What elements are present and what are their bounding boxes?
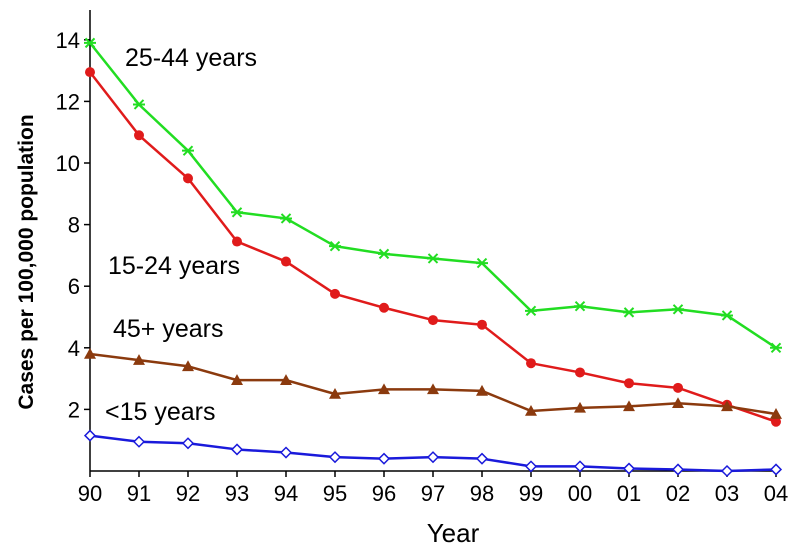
- data-point: [525, 404, 537, 416]
- data-point: [85, 67, 95, 78]
- data-point: [329, 240, 341, 252]
- y-axis-title: Cases per 100,000 population: [15, 114, 38, 409]
- data-point: [134, 130, 144, 141]
- data-point: [329, 388, 341, 399]
- x-tick-label: 91: [127, 481, 151, 506]
- data-point: [672, 304, 684, 315]
- data-point: [231, 374, 243, 385]
- data-point: [280, 374, 292, 385]
- series-label-under-15: <15 years: [105, 398, 216, 426]
- data-point: [83, 429, 97, 442]
- x-tick-label: 02: [666, 481, 690, 506]
- data-point: [427, 383, 439, 395]
- data-point: [671, 463, 685, 476]
- x-tick-label: 97: [421, 481, 445, 506]
- data-point: [377, 452, 391, 465]
- x-tick-label: 98: [470, 481, 494, 506]
- data-point: [624, 378, 634, 389]
- y-axis-ticks: 2 4 6 8 10 12 14: [56, 28, 90, 422]
- data-point: [426, 451, 440, 464]
- series-15-24-years: [85, 67, 781, 427]
- data-point: [182, 145, 194, 156]
- data-point: [232, 236, 242, 247]
- x-tick-label: 94: [274, 481, 298, 506]
- data-point: [378, 383, 390, 395]
- y-tick-label: 14: [56, 28, 80, 53]
- x-tick-label: 90: [78, 481, 102, 506]
- data-point: [524, 460, 538, 473]
- data-point: [720, 464, 734, 478]
- data-point: [230, 443, 244, 456]
- x-tick-label: 00: [568, 481, 592, 506]
- data-point: [280, 213, 292, 224]
- data-point: [525, 305, 537, 317]
- data-point: [133, 354, 145, 365]
- data-point: [183, 173, 193, 184]
- data-point: [573, 460, 587, 473]
- series-25-44-years: [84, 37, 782, 354]
- data-point: [428, 315, 438, 326]
- y-tick-label: 10: [56, 151, 80, 176]
- x-tick-label: 03: [715, 481, 739, 506]
- x-axis-ticks: 90 91 92 93 94 95 96 97 98 99 00 01 02 03 04: [78, 471, 788, 506]
- y-tick-label: 2: [68, 397, 80, 422]
- data-point: [231, 207, 243, 218]
- data-point: [721, 400, 733, 412]
- data-point: [526, 358, 536, 369]
- data-point: [672, 397, 684, 409]
- data-point: [623, 307, 635, 318]
- data-point: [328, 451, 342, 464]
- x-tick-label: 93: [225, 481, 249, 506]
- series-45-years: [84, 347, 782, 419]
- data-point: [379, 302, 389, 313]
- data-point: [770, 408, 782, 419]
- series-label-25-44: 25-44 years: [125, 44, 257, 72]
- y-tick-label: 12: [56, 89, 80, 114]
- plot-area: 2 4 6 8 10 12 14 90 91 92 93 94 95 96 97 98 99 00 01 02 03 0…: [56, 10, 788, 506]
- data-point: [133, 99, 145, 110]
- series-label-45-plus: 45+ years: [113, 315, 224, 343]
- data-point: [476, 257, 488, 269]
- data-point: [770, 342, 782, 354]
- data-point: [771, 416, 781, 427]
- data-point: [769, 463, 783, 476]
- data-point: [721, 310, 733, 321]
- data-point: [622, 462, 636, 475]
- x-tick-label: 01: [617, 481, 641, 506]
- data-point: [476, 384, 488, 396]
- series-label-15-24: 15-24 years: [108, 252, 240, 280]
- x-axis-title: Year: [427, 518, 480, 548]
- data-point: [575, 367, 585, 378]
- y-tick-label: 6: [68, 274, 80, 299]
- series-15-years: [83, 429, 783, 478]
- data-point: [281, 256, 291, 267]
- data-point: [574, 301, 586, 312]
- x-tick-label: 92: [176, 481, 200, 506]
- data-point: [673, 382, 683, 393]
- data-point: [84, 37, 96, 49]
- data-point: [330, 288, 340, 299]
- series-line: [89, 42, 777, 349]
- data-point: [279, 446, 293, 459]
- y-tick-label: 8: [68, 213, 80, 238]
- x-tick-label: 04: [764, 481, 788, 506]
- data-point: [378, 248, 390, 260]
- x-tick-label: 95: [323, 481, 347, 506]
- x-tick-label: 96: [372, 481, 396, 506]
- data-point: [84, 347, 96, 359]
- data-point: [477, 319, 487, 330]
- data-point: [623, 400, 635, 412]
- y-tick-label: 4: [68, 336, 80, 361]
- data-point: [182, 360, 194, 372]
- data-point: [574, 401, 586, 413]
- series-group: [83, 37, 783, 478]
- data-point: [475, 452, 489, 465]
- data-point: [132, 435, 146, 448]
- data-point: [427, 253, 439, 264]
- x-tick-label: 99: [519, 481, 543, 506]
- data-point: [181, 437, 195, 450]
